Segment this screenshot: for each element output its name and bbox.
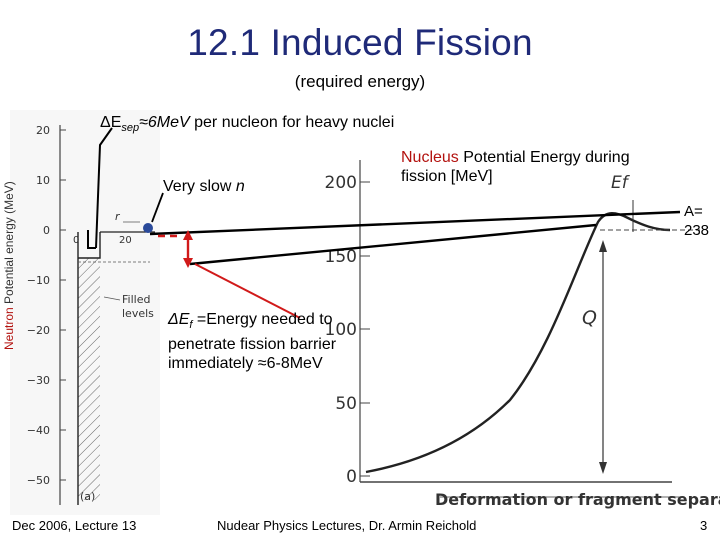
left-r-label: r [115, 210, 121, 223]
esep-rest: per nucleon for heavy nuclei [189, 114, 395, 131]
esep-subscript: sep [121, 122, 140, 135]
slide-title: 12.1 Induced Fission [187, 22, 533, 63]
filled-levels-label-1: Filled [122, 293, 150, 306]
left-xtick-20: 20 [119, 235, 132, 246]
esep-approx: ≈6MeV [139, 114, 190, 131]
ef-description: =Energy needed to penetrate fission barr… [168, 311, 337, 373]
fission-barrier-annotation: ΔEf =Energy needed to penetrate fission … [168, 310, 338, 373]
left-ytick-6: −40 [27, 424, 50, 437]
left-ytick-3: −10 [27, 274, 50, 287]
nucleus-label-rest: Potential Energy during fission [MeV] [401, 149, 630, 185]
esep-pointer-line [95, 127, 113, 249]
nucleus-word: Nucleus [401, 149, 459, 166]
right-ytick-50: 50 [335, 394, 357, 414]
mass-number-label: A= 238 [684, 202, 709, 240]
q-arrow-head-up [599, 240, 607, 252]
left-xtick-0: 0 [73, 235, 79, 246]
right-ytick-200: 200 [325, 173, 357, 193]
esep-bracket [87, 230, 96, 249]
left-ytick-5: −30 [27, 374, 50, 387]
footer-date-lecture: Dec 2006, Lecture 13 [12, 518, 137, 533]
q-label: Q [582, 307, 597, 329]
filled-levels-pointer [103, 296, 121, 301]
esep-annotation: ΔEsep≈6MeV per nucleon for heavy nuclei [100, 114, 394, 134]
footer-course: Nudear Physics Lectures, Dr. Armin Reich… [217, 518, 477, 533]
mass-number-line2: 238 [684, 222, 710, 239]
q-arrow-head-down [599, 462, 607, 474]
left-ylabel-neutron: Neutron [2, 307, 16, 350]
slow-neutron-prefix: Very slow [163, 178, 236, 195]
slow-neutron-dot [143, 223, 153, 233]
right-ytick-150: 150 [325, 247, 357, 267]
footer-page-number: 3 [700, 518, 708, 533]
slow-neutron-label: Very slow n [163, 178, 245, 196]
left-ytick-0: 20 [36, 124, 50, 137]
slide-subtitle: (required energy) [294, 72, 426, 91]
left-plot-ylabel: Neutron Potential energy (MeV) [2, 181, 16, 350]
barrier-arrow-head-down [183, 258, 193, 268]
filled-levels-label-2: levels [122, 307, 154, 320]
nucleus-energy-label: Nucleus Potential Energy during fission … [401, 148, 641, 186]
ef-label: Ef [611, 173, 631, 193]
right-plot: 200 150 100 50 0 Q Ef Deformation or fra… [325, 160, 720, 509]
left-panel-label: (a) [80, 490, 95, 503]
esep-symbol: ΔE [100, 114, 122, 131]
potential-energy-curve [365, 212, 671, 474]
upper-connector-line [149, 210, 681, 236]
potential-well-outline [77, 232, 101, 505]
right-ytick-0: 0 [346, 467, 357, 487]
lower-connector-line [189, 223, 597, 266]
mass-number-line1: A= [684, 203, 703, 220]
ef-subscript: f [189, 319, 193, 332]
slow-neutron-n: n [235, 178, 245, 195]
barrier-arrow-head-up [183, 230, 193, 240]
ef-symbol: ΔE [168, 311, 190, 328]
left-ytick-2: 0 [43, 224, 50, 237]
left-ytick-7: −50 [27, 474, 50, 487]
barrier-pointer-line [194, 263, 301, 319]
left-plot-ticks [60, 129, 66, 481]
right-plot-xlabel: Deformation or fragment separation [435, 490, 720, 509]
left-ytick-1: 10 [36, 174, 50, 187]
left-ylabel-rest: Potential energy (MeV) [2, 181, 16, 307]
slow-neutron-pointer [151, 192, 164, 223]
right-ytick-100: 100 [325, 320, 357, 340]
left-ytick-4: −20 [27, 324, 50, 337]
filled-levels-hatch [78, 258, 100, 500]
